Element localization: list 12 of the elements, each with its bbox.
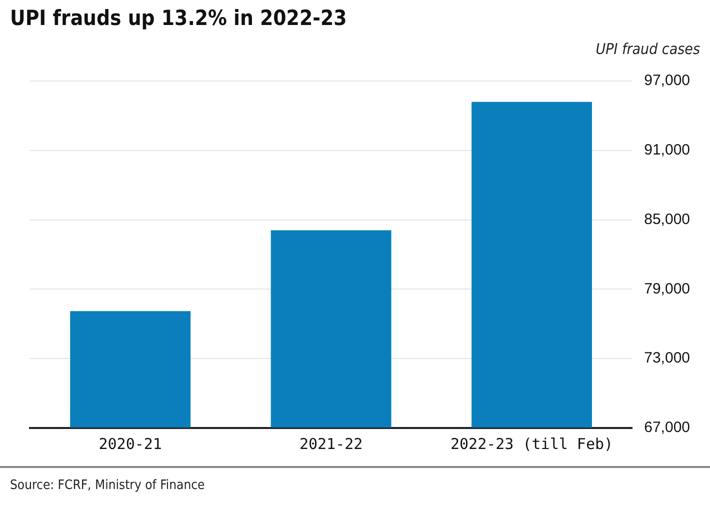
y-axis-title: UPI fraud cases [596,40,700,58]
x-tick-label: 2021-22 [299,434,363,453]
source-note: Source: FCRF, Ministry of Finance [10,478,205,493]
y-tick-label: 91,000 [644,142,690,159]
y-tick-label: 73,000 [644,350,690,367]
y-tick-label: 97,000 [644,72,690,90]
y-tick-label: 79,000 [644,280,690,298]
x-tick-label: 2020-21 [98,434,162,453]
y-tick-label: 85,000 [644,210,690,228]
y-tick-label: 67,000 [644,419,690,436]
chart-title: UPI frauds up 13.2% in 2022-23 [10,6,347,30]
x-tick-label: 2022-23 (till Feb) [450,434,614,453]
